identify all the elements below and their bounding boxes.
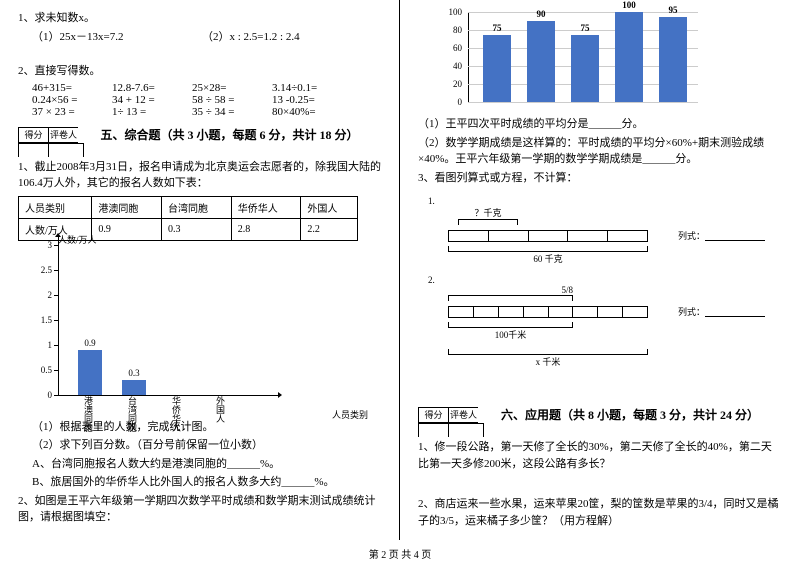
section-5-title: 五、综合题（共 3 小题，每题 6 分，共计 18 分） [78, 126, 381, 143]
q2-grid: 46+315=12.8-7.6=25×28=3.14÷0.1= 0.24×56 … [18, 82, 381, 118]
right-column: 10080604020075907510095 （1）王平四次平时成绩的平均分是… [400, 0, 800, 540]
sub-1: （1）根据表里的人数，完成统计图。 [18, 419, 381, 436]
q1-title: 1、求未知数x。 [18, 10, 381, 27]
sub-3: A、台湾同胞报名人数大约是港澳同胞的______%。 [18, 456, 381, 473]
section-5-header: 得分 评卷人 五、综合题（共 3 小题，每题 6 分，共计 18 分） [18, 126, 381, 143]
cell: 华侨华人 [231, 196, 301, 218]
section-6-title: 六、应用题（共 8 小题，每题 3 分，共计 24 分） [478, 406, 782, 423]
diagram-2: 2. 5/8 列式： 100千米 x 千米 [448, 275, 782, 368]
c: 34 + 12 = [112, 94, 192, 106]
segment-bar [448, 306, 648, 318]
p1-text: 1、截止2008年3月31日，报名申请成为北京奥运会志愿者的，除我国大陆的106… [18, 159, 381, 192]
app-1: 1、修一段公路，第一天修了全长的30%，第二天修了全长的40%，第二天比第一天多… [418, 439, 782, 472]
d2-mid: 100千米 [448, 328, 573, 341]
grader-box: 评卷人 [448, 407, 478, 423]
q2-title: 2、直接写得数。 [18, 63, 381, 80]
left-column: 1、求未知数x。 （1）25x－13x=7.2 （2）x : 2.5=1.2 :… [0, 0, 400, 540]
c: 25×28= [192, 82, 272, 94]
sub-2: （2）求下列百分数。（百分号前保留一位小数） [18, 437, 381, 454]
grader-box: 评卷人 [48, 127, 78, 143]
c: 3.14÷0.1= [272, 82, 352, 94]
c: 58 ÷ 58 = [192, 94, 272, 106]
d2-num: 2. [428, 275, 782, 285]
c: 37 × 23 = [32, 106, 112, 118]
d1-bottom: 60 千克 [448, 252, 648, 265]
sub-4: B、旅居国外的华侨华人比外国人的报名人数多大约______%。 [18, 474, 381, 491]
c: 12.8-7.6= [112, 82, 192, 94]
diagram-1: 1. ？千克 列式： 60 千克 [448, 196, 782, 265]
cell: 外国人 [301, 196, 358, 218]
c: 35 ÷ 34 = [192, 106, 272, 118]
c: 46+315= [32, 82, 112, 94]
section-6-header: 得分 评卷人 六、应用题（共 8 小题，每题 3 分，共计 24 分） [418, 406, 782, 423]
cell: 2.2 [301, 218, 358, 240]
r-line-2: （2）数学学期成绩是这样算的：平时成绩的平均分×60%+期末测验成绩×40%。王… [418, 135, 782, 168]
y-axis-label: 人数/万人 [58, 233, 97, 246]
r-line-3: 3、看图列算式或方程，不计算： [418, 170, 782, 187]
p2-text: 2、如图是王平六年级第一学期四次数学平时成绩和数学期末测试成绩统计图，请根据图填… [18, 493, 381, 526]
d1-num: 1. [428, 196, 782, 206]
c: 13 -0.25= [272, 94, 352, 106]
bar-chart-2: 10080604020075907510095 [468, 12, 718, 112]
d2-bottom: x 千米 [448, 355, 648, 368]
score-box: 得分 [18, 127, 48, 143]
cell: 港澳同胞 [92, 196, 162, 218]
bar-chart-1: 人数/万人 人员类别 32.521.510.500.9港澳同胞0.3台湾同胞华侨… [58, 245, 318, 415]
q1-a: （1）25x－13x=7.2 [32, 29, 202, 46]
table-row: 人员类别港澳同胞台湾同胞华侨华人外国人 [19, 196, 358, 218]
page-footer: 第 2 页 共 4 页 [0, 546, 800, 561]
cell: 0.9 [92, 218, 162, 240]
x-axis-label: 人员类别 [332, 408, 368, 421]
q1-row: （1）25x－13x=7.2 （2）x : 2.5=1.2 : 2.4 [18, 29, 381, 46]
d2-top: 5/8 [448, 285, 573, 295]
cell: 人员类别 [19, 196, 92, 218]
score-box: 得分 [418, 407, 448, 423]
cell: 台湾同胞 [162, 196, 232, 218]
c: 80×40%= [272, 106, 352, 118]
segment-bar [448, 230, 648, 242]
c: 1÷ 13 = [112, 106, 192, 118]
d2-side: 列式： [678, 305, 705, 318]
r-line-1: （1）王平四次平时成绩的平均分是______分。 [418, 116, 782, 133]
app-2: 2、商店运来一些水果，运来苹果20筐，梨的筐数是苹果的3/4，同时又是橘子的3/… [418, 496, 782, 529]
d1-top: ？千克 [458, 206, 518, 219]
q1-b: （2）x : 2.5=1.2 : 2.4 [202, 29, 300, 46]
cell: 2.8 [231, 218, 301, 240]
c: 0.24×56 = [32, 94, 112, 106]
d1-side: 列式： [678, 229, 705, 242]
cell: 0.3 [162, 218, 232, 240]
